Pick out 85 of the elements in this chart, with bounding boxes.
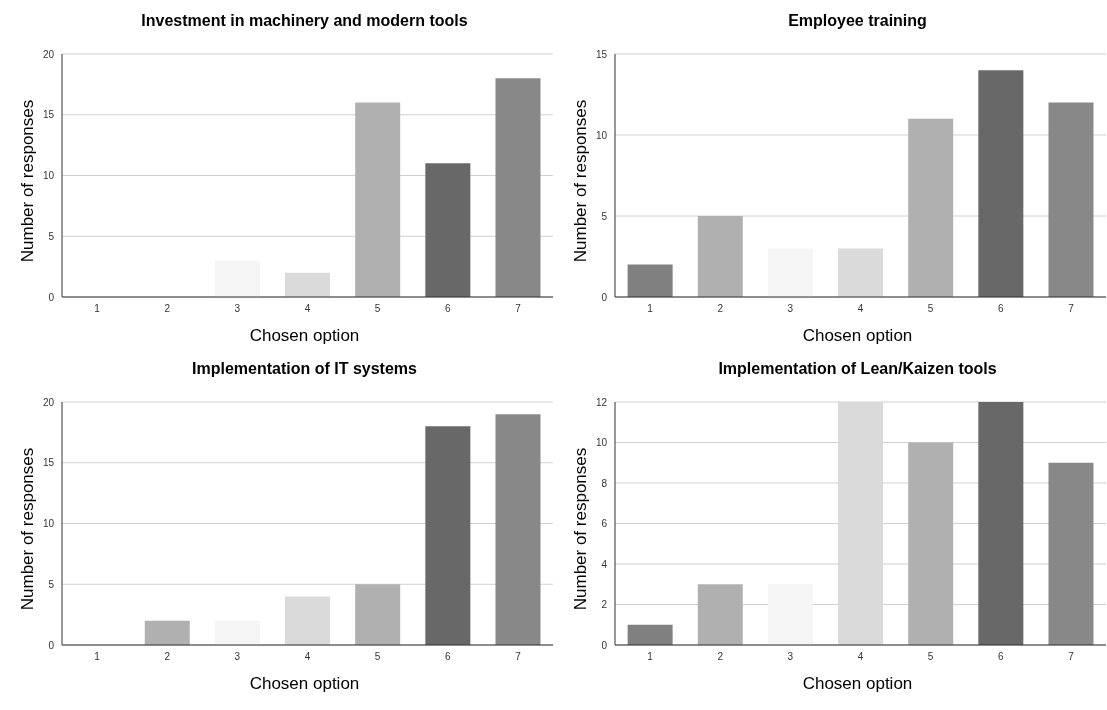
y-tick-label: 10 (42, 170, 55, 182)
bar (697, 216, 743, 297)
bar (285, 596, 331, 645)
y-tick-label: 15 (42, 109, 55, 121)
y-tick-label: 15 (42, 457, 55, 469)
y-tick-label: 0 (601, 639, 608, 651)
y-tick-label: 10 (595, 437, 608, 449)
x-tick-label: 6 (445, 651, 451, 663)
x-tick-label: 7 (1068, 651, 1075, 663)
bar (908, 442, 954, 645)
x-tick-label: 5 (927, 303, 934, 315)
x-tick-label: 1 (647, 303, 654, 315)
x-tick-label: 1 (647, 651, 654, 663)
y-tick-label: 8 (601, 477, 608, 489)
x-axis-title: Chosen option (248, 674, 361, 694)
x-tick-label: 2 (164, 303, 171, 315)
y-tick-label: 5 (48, 230, 55, 242)
bar (425, 163, 471, 297)
bar (978, 402, 1024, 645)
y-tick-label: 5 (601, 210, 608, 222)
y-tick-label: 0 (48, 639, 55, 651)
y-tick-label: 20 (42, 396, 55, 408)
x-axis-title: Chosen option (248, 326, 361, 346)
x-tick-label: 7 (1068, 303, 1075, 315)
x-tick-label: 7 (515, 303, 522, 315)
y-tick-label: 10 (42, 518, 55, 530)
bar (214, 620, 260, 645)
chart-title: Employee training (787, 12, 928, 30)
y-tick-label: 0 (601, 291, 608, 303)
x-tick-label: 5 (374, 651, 381, 663)
y-axis-title: Number of responses (18, 99, 38, 263)
x-tick-label: 5 (927, 651, 934, 663)
bar (627, 624, 673, 645)
y-axis-title: Number of responses (571, 447, 591, 611)
bar (627, 264, 673, 297)
x-tick-label: 5 (374, 303, 381, 315)
x-axis-title: Chosen option (801, 674, 914, 694)
x-tick-label: 6 (445, 303, 451, 315)
x-tick-label: 4 (857, 303, 864, 315)
y-axis-title: Number of responses (18, 447, 38, 611)
bar (214, 260, 260, 297)
y-axis-title: Number of responses (571, 99, 591, 263)
y-tick-label: 2 (601, 599, 608, 611)
y-tick-label: 20 (42, 48, 55, 60)
x-tick-label: 4 (857, 651, 864, 663)
y-tick-label: 5 (48, 578, 55, 590)
bar (495, 414, 541, 645)
x-tick-label: 2 (717, 651, 724, 663)
x-tick-label: 2 (717, 303, 724, 315)
y-tick-label: 4 (601, 558, 608, 570)
x-tick-label: 3 (234, 651, 241, 663)
x-tick-label: 3 (787, 651, 794, 663)
y-tick-label: 6 (601, 518, 608, 530)
bar (355, 102, 401, 297)
x-tick-label: 7 (515, 651, 522, 663)
bar (355, 584, 401, 645)
y-tick-label: 15 (595, 48, 608, 60)
x-tick-label: 6 (998, 303, 1004, 315)
x-tick-label: 4 (304, 651, 311, 663)
chart-title: Implementation of IT systems (191, 360, 418, 378)
y-tick-label: 0 (48, 291, 55, 303)
x-tick-label: 1 (94, 651, 101, 663)
bar (1048, 102, 1094, 297)
x-tick-label: 2 (164, 651, 171, 663)
bar (144, 620, 190, 645)
bar (697, 584, 743, 645)
bar (425, 426, 471, 645)
x-tick-label: 3 (234, 303, 241, 315)
bar (838, 248, 884, 297)
chart-title: Investment in machinery and modern tools (140, 12, 469, 30)
bar (495, 78, 541, 297)
bar (767, 584, 813, 645)
x-tick-label: 1 (94, 303, 101, 315)
bar (767, 248, 813, 297)
y-tick-label: 10 (595, 129, 608, 141)
x-tick-label: 3 (787, 303, 794, 315)
x-axis-title: Chosen option (801, 326, 914, 346)
chart-title: Implementation of Lean/Kaizen tools (717, 360, 998, 378)
y-tick-label: 12 (595, 396, 608, 408)
x-tick-label: 6 (998, 651, 1004, 663)
bar (978, 70, 1024, 297)
bar (285, 272, 331, 297)
x-tick-label: 4 (304, 303, 311, 315)
bar (908, 118, 954, 297)
bar (1048, 462, 1094, 645)
